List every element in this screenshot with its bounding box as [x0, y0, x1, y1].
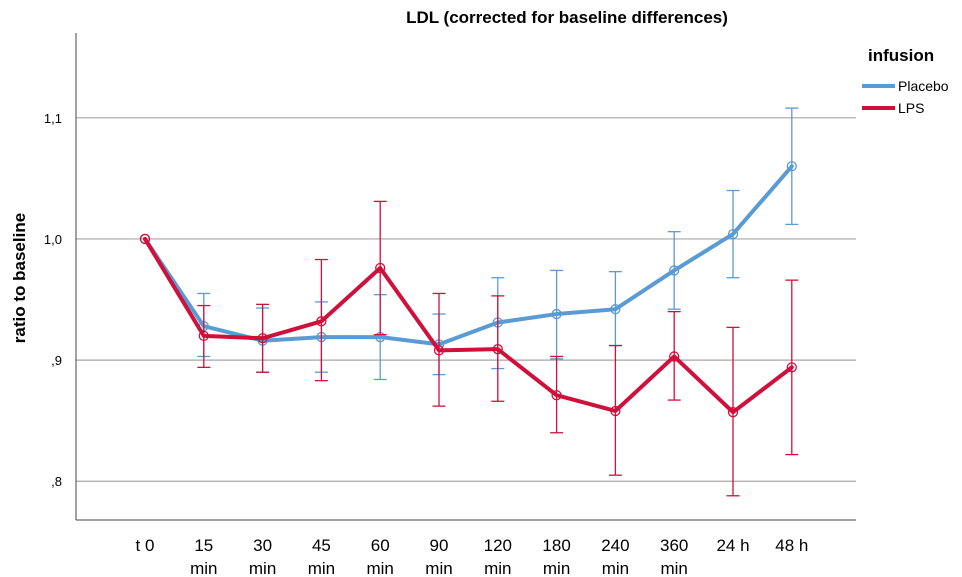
data-point: [786, 161, 797, 172]
x-tick-label-line: 120: [484, 536, 512, 555]
series-line: [143, 236, 794, 415]
x-tick-label: 60 min: [366, 536, 393, 577]
data-point: [316, 316, 327, 327]
legend-title: infusion: [868, 46, 934, 65]
x-tick-label-line: 240: [601, 536, 629, 555]
x-tick-label: 45 min: [308, 536, 335, 577]
gridlines: [76, 117, 856, 482]
data-point: [257, 333, 268, 344]
data-point: [669, 351, 680, 362]
data-point: [786, 362, 797, 373]
y-tick-label: ,9: [51, 353, 62, 368]
series-line: [143, 164, 794, 347]
legend-label-placebo: Placebo: [898, 78, 949, 94]
x-tick-label-line: 45: [312, 536, 331, 555]
x-tick-label-line: min: [543, 559, 570, 577]
x-tick-label: 120 min: [484, 536, 512, 577]
x-tick-label-line: 48 h: [775, 536, 808, 555]
x-tick-label-line: 15: [194, 536, 213, 555]
x-tick-label: 360 min: [660, 536, 688, 577]
x-tick-label: 48 h: [775, 536, 808, 555]
x-tick-label: 30 min: [249, 536, 276, 577]
data-point: [492, 344, 503, 355]
x-tick-label: 180 min: [542, 536, 570, 577]
data-point: [433, 345, 445, 356]
data-point: [198, 330, 209, 342]
x-tick-label-line: min: [425, 559, 452, 577]
legend: infusion Placebo LPS: [862, 46, 949, 116]
data-point: [669, 265, 680, 276]
x-tick-label-line: min: [484, 559, 511, 577]
y-tick-labels: ,8 ,9 1,0 1,1: [44, 111, 62, 489]
y-tick-label: 1,0: [44, 232, 62, 247]
data-point: [551, 308, 562, 320]
x-tick-label-line: 360: [660, 536, 688, 555]
chart-title: LDL (corrected for baseline differences): [406, 8, 728, 27]
x-tick-label-line: min: [366, 559, 393, 577]
x-tick-label: t 0: [136, 536, 155, 555]
x-tick-label-line: min: [249, 559, 276, 577]
data-point: [610, 304, 621, 315]
x-tick-label-line: min: [190, 559, 217, 577]
x-tick-label-line: 180: [542, 536, 570, 555]
series-lps: [139, 200, 799, 497]
x-tick-label-line: t 0: [136, 536, 155, 555]
data-point: [727, 407, 739, 418]
x-tick-label-line: 90: [430, 536, 449, 555]
x-tick-label-line: 24 h: [716, 536, 749, 555]
data-point: [375, 262, 386, 274]
x-tick-label: 90 min: [425, 536, 452, 577]
x-tick-label: 15 min: [190, 536, 217, 577]
axes: [75, 33, 856, 521]
x-tick-label: 24 h: [716, 536, 749, 555]
x-tick-labels: t 0 15 min 30 min 45 min 60 min 90 min 120 min 180 min…: [136, 536, 809, 577]
x-tick-label-line: 60: [371, 536, 390, 555]
series-group: [139, 107, 799, 497]
x-tick-label-line: min: [660, 559, 687, 577]
data-point: [610, 405, 621, 417]
data-point: [551, 390, 562, 401]
x-tick-label-line: min: [602, 559, 629, 577]
y-tick-label: ,8: [51, 474, 62, 489]
data-point: [727, 228, 739, 240]
data-point: [139, 233, 151, 245]
x-tick-label-line: 30: [253, 536, 272, 555]
x-tick-label: 240 min: [601, 536, 629, 577]
y-tick-label: 1,1: [44, 111, 62, 126]
x-tick-label-line: min: [308, 559, 335, 577]
y-axis-label: ratio to baseline: [10, 213, 29, 343]
legend-label-lps: LPS: [898, 100, 924, 116]
